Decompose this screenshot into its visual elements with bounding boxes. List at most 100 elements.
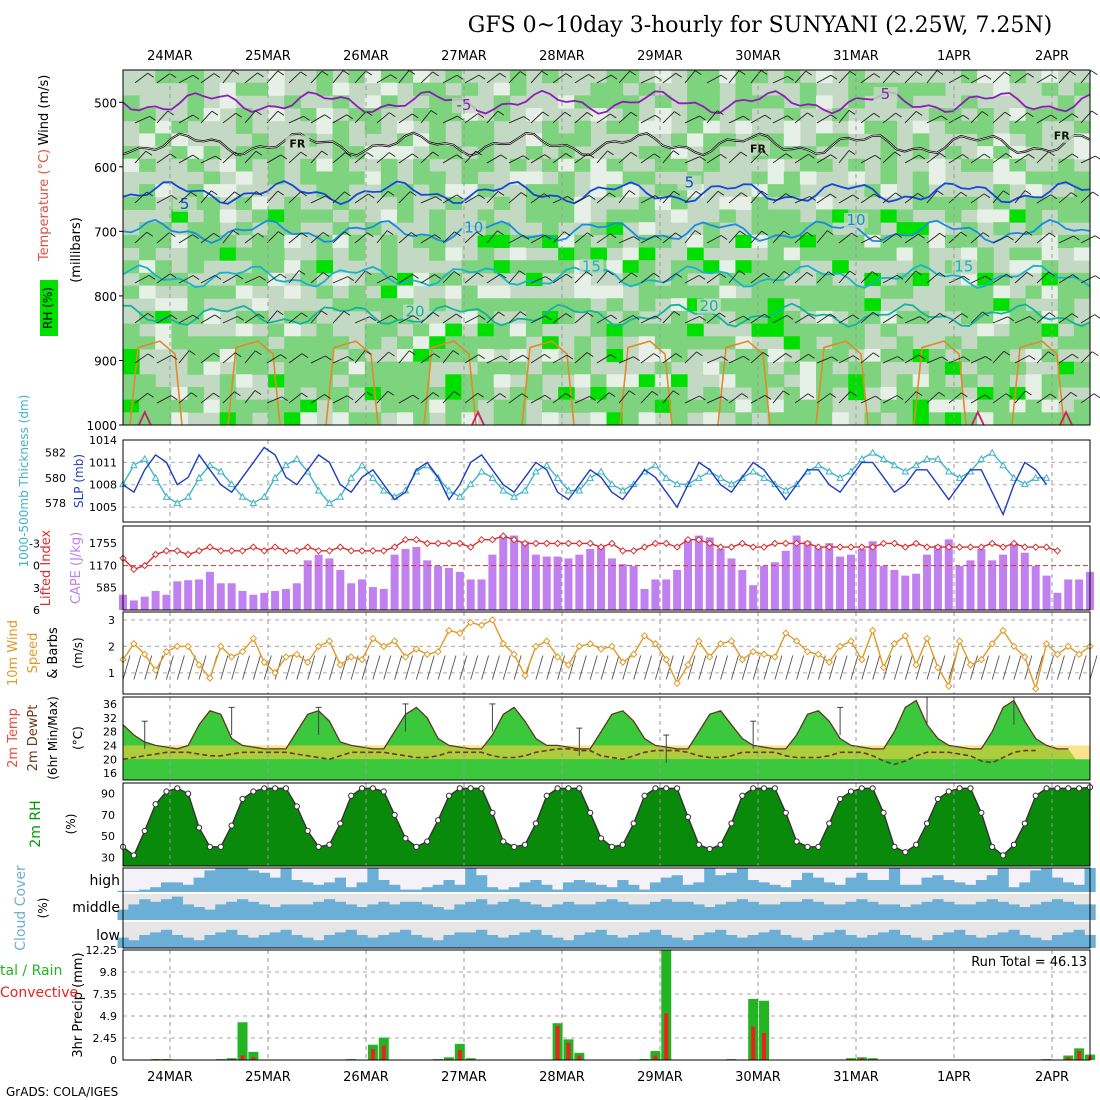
- contour-label-bg: [697, 298, 721, 314]
- rh-cell: [413, 348, 430, 363]
- rh-cell: [896, 399, 914, 413]
- wind-barb: [134, 392, 148, 404]
- rh-cell: [461, 82, 479, 96]
- wind-barb: [948, 392, 962, 404]
- rh-cell: [1025, 209, 1043, 223]
- wind-barb-flag: [589, 396, 596, 401]
- wind-barb: [222, 151, 236, 164]
- thickness-point: [999, 461, 1007, 469]
- wind-barb-flag: [1029, 316, 1036, 321]
- contour-label-bg: [873, 87, 898, 103]
- lifted-index-point: [858, 543, 866, 551]
- rh2m-point: [826, 820, 833, 827]
- wind-barb: [948, 275, 964, 284]
- rh-cell: [380, 70, 398, 84]
- surface-wind-barb: [144, 655, 153, 680]
- rh-cell: [1025, 133, 1043, 147]
- rh-cell: [703, 95, 720, 109]
- rh-cell: [542, 260, 559, 274]
- surface-wind-barb: [307, 655, 316, 680]
- rh2m-tick-label: 90: [101, 788, 115, 801]
- wind-barb-flag: [739, 230, 746, 236]
- wind-barb-flag: [850, 391, 857, 397]
- rh-cell: [493, 399, 511, 413]
- wind-barb-flag: [653, 272, 660, 278]
- x-tick-label-top: 30MAR: [735, 49, 781, 64]
- rh-cell: [203, 146, 221, 160]
- wind-barb: [486, 191, 499, 204]
- lifted-index-point: [445, 539, 453, 548]
- x-tick-label-bottom: 27MAR: [441, 1070, 487, 1085]
- rh-cell: [606, 234, 624, 248]
- surface-wind-barb: [796, 655, 805, 680]
- wind-barb: [574, 195, 590, 204]
- cloud-bar: [160, 899, 173, 920]
- rh-cell: [251, 82, 269, 96]
- cloud-bar: [791, 937, 803, 948]
- lifted-index-point: [1021, 543, 1029, 551]
- cloud-bar: [291, 935, 303, 948]
- cloud-bar: [671, 875, 683, 892]
- wind-barb-flag: [961, 313, 969, 318]
- rh-cell: [268, 234, 285, 248]
- wind-barb: [970, 111, 983, 124]
- rh2m-point: [380, 788, 387, 795]
- rh-cell: [961, 285, 978, 299]
- wind-barb-flag: [672, 390, 680, 396]
- wind-barb-flag: [344, 191, 351, 197]
- rh-cell: [606, 82, 624, 96]
- rh-cell: [670, 133, 688, 147]
- wind-barb-flag: [587, 153, 595, 159]
- wind-barb: [640, 235, 656, 244]
- rh-cell: [1073, 374, 1091, 388]
- rh-cell: [848, 285, 865, 299]
- rh-cell: [799, 323, 817, 337]
- wind-barb: [200, 392, 214, 404]
- pressure-tick-label: 1000: [86, 419, 117, 433]
- cloud-bar: [1019, 907, 1031, 920]
- wind-barb-flag: [1071, 113, 1079, 119]
- surface-wind-barb: [122, 655, 131, 680]
- wind-barb-flag: [937, 190, 944, 196]
- temperature-contour: [122, 89, 1091, 115]
- pressure-tick-label: 700: [94, 225, 117, 239]
- wind-barb-flag: [214, 274, 222, 280]
- temperature-contour-25: [913, 340, 967, 426]
- rh2m-point: [706, 845, 713, 853]
- cloud-bar: [1030, 904, 1042, 920]
- cape-bar: [683, 539, 692, 610]
- credit: GrADS: COLA/IGES: [6, 1085, 118, 1099]
- wind-barb-flag: [826, 230, 834, 236]
- wind-barb-flag: [1094, 235, 1100, 240]
- wind-barb: [596, 113, 611, 124]
- rh-cell: [783, 285, 801, 299]
- rh-cell: [638, 412, 656, 426]
- wind-barb: [486, 154, 502, 164]
- cape-bar: [510, 535, 519, 610]
- precip-tick-label: 4.9: [100, 1010, 118, 1023]
- cloud-bar: [1008, 929, 1020, 948]
- wind-speed-point: [304, 658, 312, 666]
- rh-cell: [284, 260, 301, 274]
- wind-barb: [464, 150, 477, 164]
- rh-cell: [251, 209, 269, 223]
- wind-barb: [530, 354, 545, 364]
- x-tick-label-top: 24MAR: [147, 49, 193, 64]
- rh-cell: [380, 399, 398, 413]
- rh-cell: [509, 399, 527, 413]
- wind-barb-flag: [521, 393, 529, 398]
- wind-barb: [926, 232, 940, 244]
- wind-barb: [178, 154, 194, 164]
- rh-cell: [590, 285, 607, 299]
- wind-barb-flag: [565, 392, 572, 398]
- thickness-point: [151, 473, 160, 481]
- surface-wind-barb: [970, 655, 978, 680]
- rh-cell: [1009, 171, 1027, 185]
- wind-speed-point: [749, 647, 757, 656]
- wind-barb-flag: [544, 234, 552, 240]
- temperature-contour-25: [619, 340, 673, 426]
- cape-bar: [923, 554, 932, 610]
- surface-wind-barb: [372, 655, 381, 680]
- cloud-bar: [269, 932, 281, 948]
- wind-barb-flag: [1091, 110, 1098, 116]
